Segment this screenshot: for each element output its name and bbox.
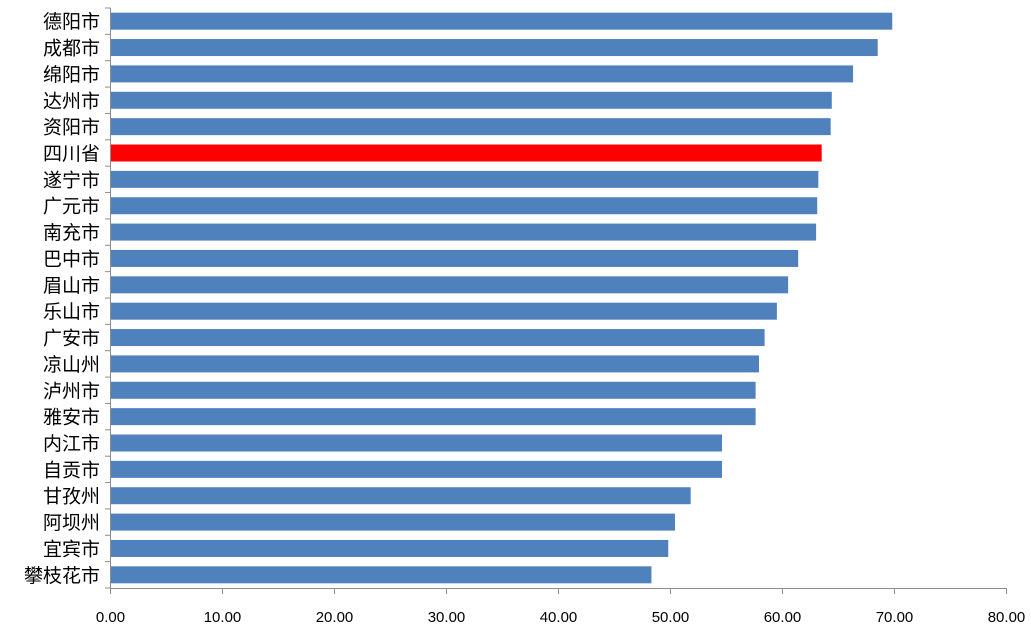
x-tick-label-3: 30.00 [428, 609, 466, 626]
category-label-14: 泸州市 [43, 380, 100, 402]
bar-0 [110, 12, 893, 30]
x-tick-label-2: 20.00 [316, 609, 354, 626]
category-label-11: 乐山市 [43, 301, 100, 323]
category-label-5: 四川省 [43, 143, 100, 165]
bar-5 [110, 144, 822, 162]
category-label-15: 雅安市 [43, 407, 100, 429]
category-label-13: 凉山州 [43, 354, 100, 376]
category-label-6: 遂宁市 [43, 169, 100, 191]
bar-10 [110, 276, 789, 294]
bar-17 [110, 460, 723, 478]
category-label-3: 达州市 [43, 90, 100, 112]
x-tick-label-6: 60.00 [764, 609, 802, 626]
category-label-1: 成都市 [43, 38, 100, 60]
bar-11 [110, 302, 777, 320]
category-label-12: 广安市 [43, 328, 100, 350]
category-label-2: 绵阳市 [43, 64, 100, 86]
category-label-20: 宜宾市 [43, 538, 100, 560]
bar-4 [110, 118, 831, 136]
bar-14 [110, 381, 756, 399]
category-label-16: 内江市 [43, 433, 100, 455]
bar-1 [110, 39, 878, 57]
x-axis: 0.00 10.00 20.00 30.00 40.00 50.00 60.00 70.00 8… [96, 7, 1026, 626]
category-label-7: 广元市 [43, 196, 100, 218]
category-label-4: 资阳市 [43, 117, 100, 139]
bar-2 [110, 65, 854, 83]
category-labels: 德阳市成都市绵阳市达州市资阳市四川省遂宁市广元市南充市巴中市眉山市乐山市广安市凉… [24, 11, 100, 587]
x-tick-label-0: 0.00 [96, 609, 125, 626]
category-label-10: 眉山市 [43, 275, 100, 297]
bar-6 [110, 170, 819, 188]
x-tick-label-5: 50.00 [652, 609, 690, 626]
x-tick-label-8: 80.00 [988, 609, 1026, 626]
category-label-9: 巴中市 [43, 248, 100, 270]
bar-13 [110, 355, 759, 373]
bar-16 [110, 434, 723, 452]
bars-layer [110, 12, 893, 584]
bar-3 [110, 91, 832, 109]
bar-18 [110, 487, 691, 505]
category-label-18: 甘孜州 [43, 486, 100, 508]
category-label-17: 自贡市 [43, 459, 100, 481]
bar-12 [110, 329, 765, 347]
category-label-8: 南充市 [43, 222, 100, 244]
bar-20 [110, 539, 669, 557]
x-tick-label-4: 40.00 [540, 609, 578, 626]
bar-15 [110, 408, 756, 426]
x-tick-label-7: 70.00 [876, 609, 914, 626]
bar-9 [110, 249, 799, 267]
category-label-19: 阿坝州 [43, 512, 100, 534]
bar-7 [110, 197, 818, 215]
x-tick-label-1: 10.00 [204, 609, 242, 626]
category-label-21: 攀枝花市 [24, 565, 100, 587]
category-label-0: 德阳市 [43, 11, 100, 33]
bar-21 [110, 566, 652, 584]
bar-19 [110, 513, 675, 531]
bar-8 [110, 223, 817, 241]
